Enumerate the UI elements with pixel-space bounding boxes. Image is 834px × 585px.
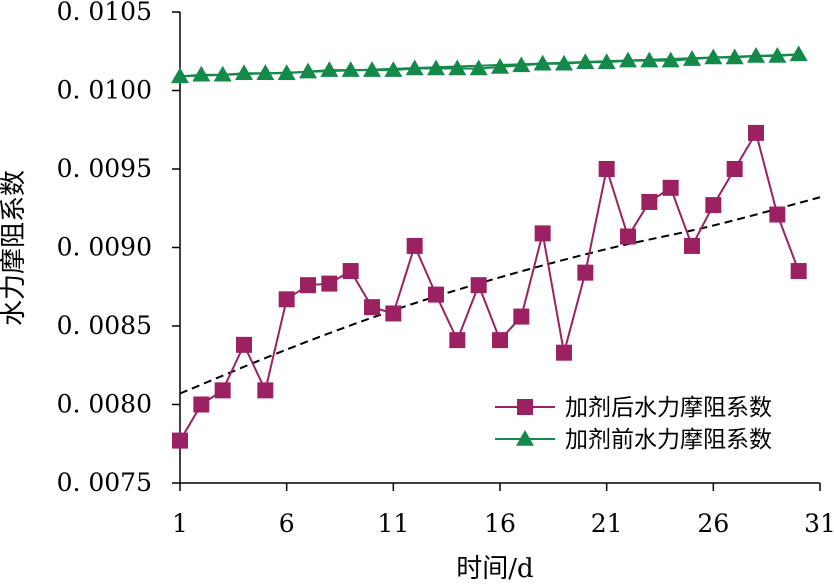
legend-label: 加剂前水力摩阻系数 (565, 427, 772, 453)
data-point (726, 161, 743, 177)
y-tick-label: 0. 0085 (57, 311, 152, 340)
data-point (364, 299, 380, 316)
data-point (748, 124, 764, 141)
data-point (405, 59, 424, 76)
data-point (193, 396, 210, 413)
data-point (705, 197, 722, 214)
y-tick-label: 0. 0105 (57, 0, 152, 26)
data-point (320, 61, 339, 77)
data-point (256, 64, 275, 80)
data-point (555, 54, 573, 71)
legend-label: 加剂后水力摩阻系数 (565, 395, 772, 421)
data-point (385, 305, 402, 322)
x-tick-label: 6 (279, 509, 295, 538)
trendline-dashed (179, 196, 821, 395)
data-point (342, 263, 359, 280)
data-point (192, 65, 211, 82)
data-point (448, 59, 467, 76)
data-point (641, 193, 658, 210)
data-point (747, 46, 765, 63)
series-before-additive (171, 45, 808, 84)
x-tick-label: 21 (591, 509, 623, 538)
data-point (300, 277, 316, 294)
x-tick-label: 31 (804, 509, 834, 538)
data-point (620, 228, 636, 245)
data-point (597, 53, 616, 69)
y-tick-label: 0. 0075 (57, 468, 152, 497)
data-point (172, 432, 188, 449)
x-tick-label: 16 (484, 509, 516, 538)
data-point (491, 57, 509, 74)
data-point (790, 263, 807, 280)
data-point (684, 237, 700, 254)
data-point (789, 45, 808, 62)
data-point (341, 61, 360, 77)
axes: 0. 0075 0. 0080 0. 0085 0. 0090 0. 0095 0. 01… (57, 0, 834, 538)
data-point (363, 61, 381, 77)
x-tick-label: 26 (697, 509, 729, 538)
data-point (278, 291, 295, 308)
y-tick-label: 0. 0090 (57, 233, 152, 262)
series-after-additive (172, 124, 807, 449)
data-point (661, 51, 680, 68)
legend-marker (517, 399, 533, 415)
data-point (171, 67, 189, 84)
data-point (769, 206, 786, 223)
x-axis-label: 时间/d (456, 554, 533, 584)
data-point (598, 161, 615, 177)
x-tick-label: 1 (172, 509, 188, 538)
legend-marker (516, 430, 534, 446)
data-point (556, 344, 572, 361)
data-point (257, 382, 274, 399)
data-point (277, 64, 296, 80)
data-point (640, 51, 659, 68)
series-group (171, 45, 808, 449)
data-point (513, 308, 530, 325)
data-point (619, 51, 637, 68)
data-point (299, 62, 317, 79)
data-point (492, 332, 508, 349)
x-tick-label: 11 (377, 509, 409, 538)
data-point (576, 53, 595, 69)
data-point (428, 286, 444, 303)
data-point (577, 264, 594, 281)
y-tick-label: 0. 0080 (57, 390, 152, 419)
data-point (469, 59, 488, 76)
data-point (384, 61, 403, 77)
data-point (533, 54, 552, 71)
data-point (704, 48, 723, 65)
data-point (214, 382, 231, 399)
data-point (512, 56, 531, 73)
data-point (235, 64, 253, 80)
data-point (427, 59, 445, 76)
data-point (534, 225, 551, 242)
data-point (321, 275, 338, 292)
y-tick-label: 0. 0100 (57, 76, 152, 105)
data-point (470, 277, 487, 294)
data-point (406, 237, 423, 254)
data-point (683, 50, 701, 66)
y-tick-label: 0. 0095 (57, 154, 152, 183)
y-axis-label: 水力摩阻系数 (0, 170, 29, 326)
data-point (662, 179, 679, 196)
data-point (768, 46, 787, 63)
data-point (449, 332, 466, 349)
data-point (236, 336, 252, 353)
data-point (725, 48, 744, 65)
data-point (213, 65, 232, 82)
